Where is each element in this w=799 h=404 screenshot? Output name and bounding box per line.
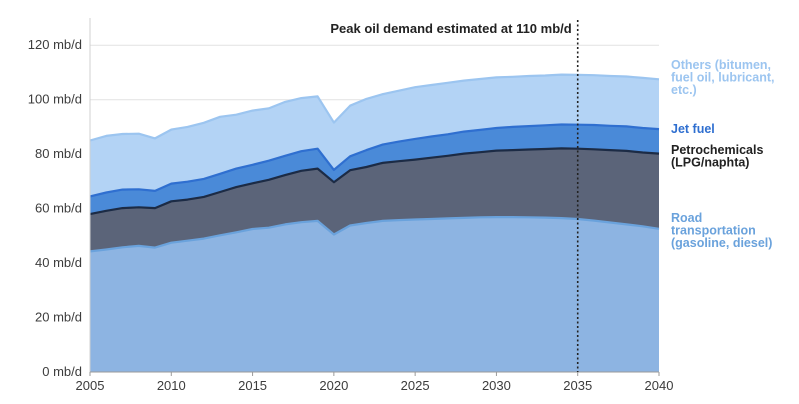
x-tick-label: 2035 xyxy=(563,378,592,393)
x-tick-label: 2030 xyxy=(482,378,511,393)
y-tick-label: 100 mb/d xyxy=(28,92,82,107)
series-areas xyxy=(90,74,659,372)
y-tick-label: 60 mb/d xyxy=(35,201,82,216)
axes xyxy=(89,18,659,373)
area-road-transportation-gasoline-diesel xyxy=(90,217,659,372)
line-jet-fuel xyxy=(89,123,660,198)
y-tick-label: 80 mb/d xyxy=(35,146,82,161)
line-road-transportation-gasoline-diesel xyxy=(89,216,660,253)
y-tick-label: 20 mb/d xyxy=(35,310,82,325)
x-tick-label: 2015 xyxy=(238,378,267,393)
reference-line-label: Peak oil demand estimated at 110 mb/d xyxy=(330,21,571,36)
y-tick-label: 40 mb/d xyxy=(35,255,82,270)
y-tick-label: 120 mb/d xyxy=(28,37,82,52)
legend-label-others: etc.) xyxy=(671,83,697,97)
legend-label-others: fuel oil, lubricant, xyxy=(671,71,774,85)
y-tick-label: 0 mb/d xyxy=(42,364,82,379)
area-petrochemicals-lpg-naphta xyxy=(90,148,659,252)
x-tick-label: 2020 xyxy=(319,378,348,393)
series-lines xyxy=(89,73,660,253)
x-tick-labels: 2005 2010 2015 2020 2025 2030 2035 2040 xyxy=(76,372,674,393)
legend-label-jet: Jet fuel xyxy=(671,122,715,136)
legend-label-road: Road xyxy=(671,211,702,225)
line-others-bitumen-fuel-oil-lubricant-etc xyxy=(89,73,660,142)
legend-label-others: Others (bitumen, xyxy=(671,58,771,72)
x-tick-label: 2025 xyxy=(401,378,430,393)
legend-label-petro: Petrochemicals xyxy=(671,143,763,157)
y-tick-labels: 0 mb/d 20 mb/d 40 mb/d 60 mb/d 80 mb/d 100 mb… xyxy=(28,37,82,379)
x-tick-label: 2040 xyxy=(645,378,674,393)
area-others-bitumen-fuel-oil-lubricant-etc xyxy=(90,74,659,197)
x-tick-label: 2010 xyxy=(157,378,186,393)
area-jet-fuel xyxy=(90,124,659,215)
legend: Others (bitumen,fuel oil, lubricant,etc.… xyxy=(671,58,774,250)
legend-label-petro: (LPG/naphta) xyxy=(671,156,749,170)
legend-label-road: transportation xyxy=(671,224,756,238)
legend-label-road: (gasoline, diesel) xyxy=(671,236,772,250)
x-tick-label: 2005 xyxy=(76,378,105,393)
reference-line-group: Peak oil demand estimated at 110 mb/d xyxy=(330,20,579,372)
line-petrochemicals-lpg-naphta xyxy=(89,147,660,216)
